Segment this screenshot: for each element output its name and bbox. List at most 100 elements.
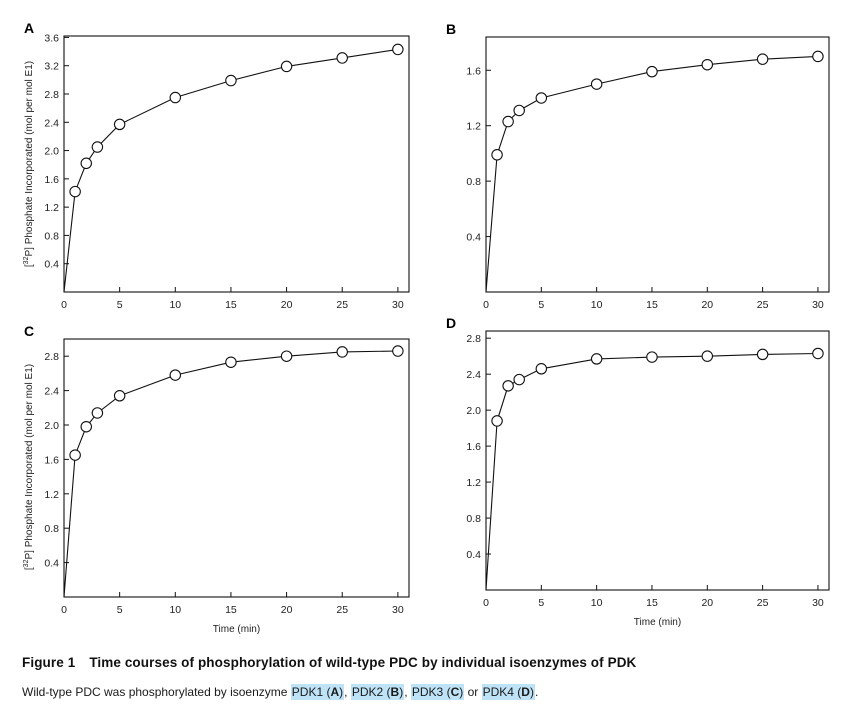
x-tick-label: 20 bbox=[701, 597, 713, 609]
data-point bbox=[646, 351, 658, 363]
x-tick-label: 5 bbox=[538, 597, 544, 609]
y-tick-label: 1.2 bbox=[466, 121, 481, 133]
figure-caption-text: Wild-type PDC was phosphorylated by isoe… bbox=[22, 684, 539, 700]
data-point bbox=[513, 373, 525, 386]
x-tick-label: 30 bbox=[812, 597, 824, 609]
caption-item-pdk1[interactable]: PDK1 (A) bbox=[290, 684, 345, 700]
y-tick-label: 2.0 bbox=[466, 405, 481, 417]
y-tick-label: 0.4 bbox=[466, 549, 481, 561]
x-tick-label: 5 bbox=[538, 299, 544, 311]
data-point bbox=[80, 420, 93, 433]
panel-letter-d: D bbox=[446, 315, 456, 331]
caption-item-name: PDK3 bbox=[411, 685, 444, 699]
data-point bbox=[69, 185, 81, 198]
y-tick-label: 0.8 bbox=[466, 513, 481, 525]
data-point bbox=[392, 43, 404, 56]
plot-frame bbox=[485, 330, 830, 591]
data-point bbox=[336, 52, 348, 64]
y-tick-label: 1.2 bbox=[44, 202, 59, 214]
caption-sep: , bbox=[344, 685, 351, 699]
y-tick-label: 1.2 bbox=[466, 477, 481, 489]
caption-item-pdk4[interactable]: PDK4 (D) bbox=[481, 684, 535, 700]
figure-caption-title: Figure 1 Time courses of phosphorylation … bbox=[22, 655, 636, 670]
x-tick-label: 20 bbox=[701, 299, 713, 311]
caption-sep: , bbox=[404, 685, 411, 699]
figure-title: Time courses of phosphorylation of wild-… bbox=[89, 655, 637, 670]
y-tick-label: 2.8 bbox=[466, 333, 481, 345]
y-tick-label: 1.6 bbox=[466, 65, 481, 77]
data-point bbox=[491, 415, 503, 427]
x-tick-label: 0 bbox=[483, 299, 489, 311]
x-axis-title: Time (min) bbox=[634, 617, 681, 628]
data-point bbox=[91, 407, 104, 419]
caption-item-pdk2[interactable]: PDK2 (B) bbox=[350, 684, 405, 700]
y-tick-label: 0.4 bbox=[44, 259, 59, 271]
caption-sep: . bbox=[534, 685, 539, 699]
plot-frame bbox=[63, 338, 410, 598]
x-tick-label: 0 bbox=[61, 604, 67, 616]
data-point bbox=[91, 141, 104, 153]
y-tick-label: 3.6 bbox=[44, 32, 59, 44]
data-point bbox=[646, 65, 658, 78]
panel-d: D 0 5 10 15 20 25 30 0.4 0.8 1.2 1.6 2.0 2.4 2.8 Time (… bbox=[446, 315, 830, 628]
data-point bbox=[535, 92, 548, 104]
data-point bbox=[701, 350, 714, 362]
data-point bbox=[491, 149, 503, 161]
x-tick-label: 15 bbox=[225, 604, 237, 616]
y-tick-label: 0.4 bbox=[466, 232, 481, 244]
x-tick-label: 15 bbox=[225, 299, 237, 311]
caption-item-pdk3[interactable]: PDK3 (C) bbox=[410, 684, 465, 700]
panel-c: C 0 5 10 15 20 25 30 0.4 0.8 1.2 1.6 2.0 2.4 2.8 Time (… bbox=[23, 323, 410, 635]
data-point bbox=[502, 380, 514, 392]
plot-frame bbox=[63, 35, 410, 293]
data-point bbox=[756, 348, 769, 361]
y-tick-label: 2.4 bbox=[466, 369, 481, 381]
data-point bbox=[502, 115, 514, 128]
x-tick-label: 10 bbox=[591, 299, 603, 311]
y-tick-label: 2.4 bbox=[44, 117, 59, 129]
panel-b: B 0 5 10 15 20 25 30 0.4 0.8 1.2 1.6 bbox=[446, 21, 830, 311]
data-point bbox=[80, 157, 93, 170]
data-point bbox=[280, 60, 293, 73]
data-point bbox=[590, 353, 603, 365]
panel-letter-c: C bbox=[24, 323, 34, 339]
caption-item-name: PDK4 bbox=[482, 685, 514, 699]
y-tick-label: 0.8 bbox=[44, 230, 59, 242]
data-point bbox=[113, 118, 126, 131]
y-tick-label: 1.6 bbox=[44, 174, 59, 186]
data-point bbox=[225, 356, 237, 368]
x-tick-label: 20 bbox=[281, 299, 293, 311]
data-point bbox=[392, 345, 404, 357]
y-axis-title: [32P] Phosphate Incorporated (mol per mo… bbox=[23, 364, 35, 570]
x-tick-label: 0 bbox=[61, 299, 67, 311]
caption-item-letter: C bbox=[450, 685, 460, 699]
x-tick-label: 25 bbox=[757, 299, 769, 311]
caption-item-letter: B bbox=[390, 685, 400, 699]
data-point bbox=[113, 390, 126, 402]
x-tick-label: 10 bbox=[169, 604, 181, 616]
data-point bbox=[812, 50, 824, 63]
x-tick-label: 30 bbox=[812, 299, 824, 311]
x-tick-label: 25 bbox=[336, 604, 348, 616]
y-tick-label: 1.6 bbox=[44, 454, 59, 466]
caption-sep: or bbox=[464, 685, 482, 699]
x-tick-label: 25 bbox=[757, 597, 769, 609]
x-tick-label: 10 bbox=[591, 597, 603, 609]
x-tick-label: 30 bbox=[392, 604, 404, 616]
panel-a: A 0 5 10 15 20 25 30 0.4 0.8 1.2 1.6 2.0 2.4 2.8 3.2 3.6… bbox=[23, 20, 410, 311]
x-tick-label: 10 bbox=[169, 299, 181, 311]
x-tick-label: 5 bbox=[117, 299, 123, 311]
series-line bbox=[63, 350, 398, 598]
data-point bbox=[225, 74, 237, 87]
caption-prefix: Wild-type PDC was phosphorylated by isoe… bbox=[22, 685, 291, 699]
y-tick-label: 1.6 bbox=[466, 441, 481, 453]
caption-item-letter: D bbox=[521, 685, 530, 699]
data-point bbox=[169, 369, 182, 381]
data-point bbox=[812, 347, 824, 360]
data-point bbox=[701, 58, 714, 71]
y-tick-label: 2.0 bbox=[44, 146, 59, 158]
y-tick-label: 0.8 bbox=[466, 176, 481, 188]
y-tick-label: 2.0 bbox=[44, 420, 59, 432]
caption-item-name: PDK2 bbox=[351, 685, 384, 699]
y-tick-label: 3.2 bbox=[44, 61, 59, 73]
